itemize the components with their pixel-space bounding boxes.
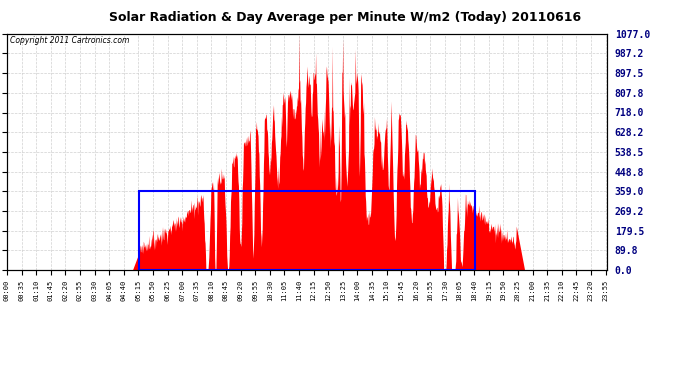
Text: Solar Radiation & Day Average per Minute W/m2 (Today) 20110616: Solar Radiation & Day Average per Minute…	[109, 11, 581, 24]
Text: Copyright 2011 Cartronics.com: Copyright 2011 Cartronics.com	[10, 36, 129, 45]
Bar	[139, 191, 475, 270]
